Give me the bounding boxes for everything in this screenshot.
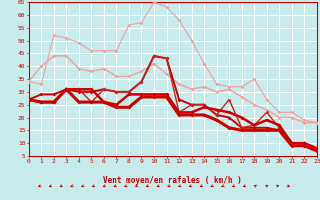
X-axis label: Vent moyen/en rafales ( km/h ): Vent moyen/en rafales ( km/h )	[103, 176, 242, 185]
